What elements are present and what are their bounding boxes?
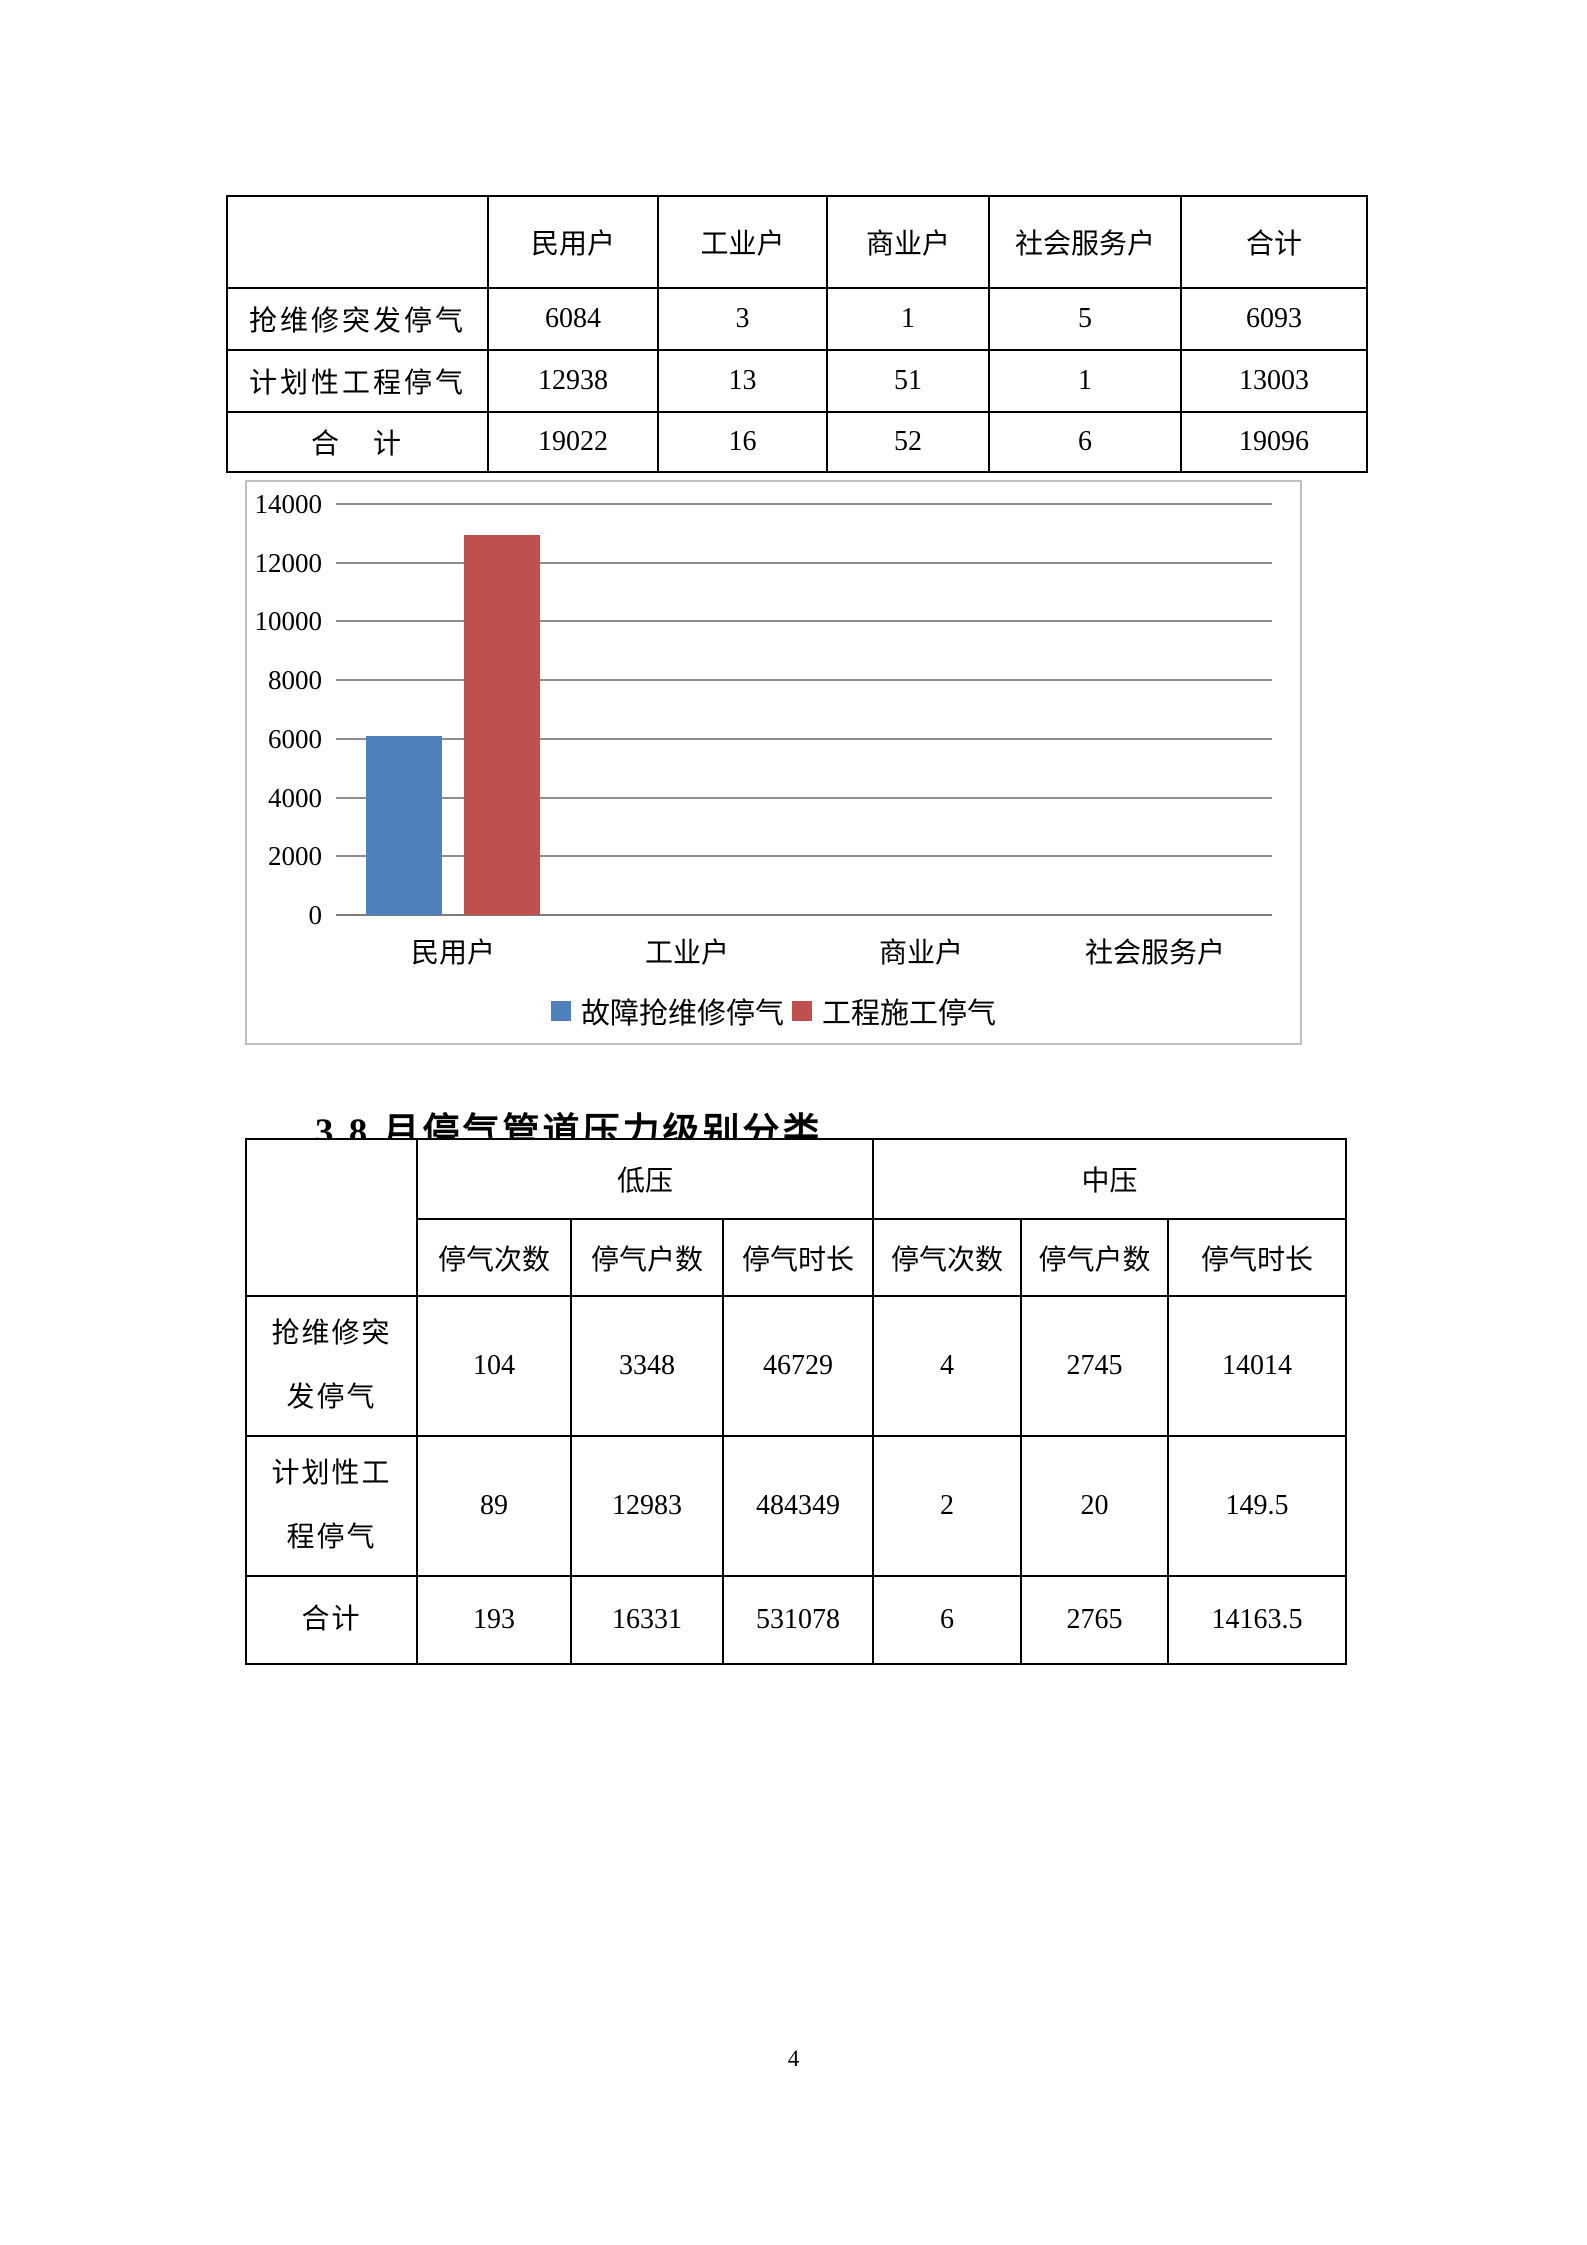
value-cell: 6 [988,411,1182,473]
legend-label: 故障抢维修停气 [580,998,784,1030]
value-cell: 6093 [1180,287,1368,351]
table-total-row: 合计 193 16331 531078 6 2765 14163.5 [245,1575,1348,1665]
column-header: 停气户数 [1020,1218,1170,1297]
column-header: 社会服务户 [988,195,1182,289]
value-cell: 20 [1020,1435,1170,1577]
column-header: 停气时长 [1167,1218,1348,1297]
value-cell: 19096 [1180,411,1368,473]
gridline [336,797,1272,799]
value-cell: 12938 [487,349,659,413]
value-cell: 2765 [1020,1575,1170,1665]
column-header: 工业户 [657,195,828,289]
value-cell: 2 [872,1435,1023,1577]
value-cell: 3 [657,287,828,351]
legend-item: 工程施工停气 [792,990,996,1032]
value-cell: 1 [826,287,990,351]
value-cell: 19022 [487,411,659,473]
row-label-cell: 合计 [245,1575,418,1665]
legend-item: 故障抢维修停气 [550,990,784,1032]
y-axis-tick-label: 0 [308,900,323,930]
y-axis-tick-label: 2000 [268,841,322,871]
table-group-header-row: 低压 中压 [245,1138,1348,1297]
column-header: 商业户 [826,195,990,289]
column-header: 合计 [1180,195,1368,289]
gridline [336,855,1272,857]
group-header-medium-pressure: 中压 [872,1138,1348,1220]
row-label-cell: 抢维修突发停气 [226,287,489,351]
row-label-cell: 计划性工程停气 [226,349,489,413]
value-cell: 531078 [721,1575,875,1665]
value-cell: 1 [988,349,1182,413]
gridline [336,562,1272,564]
y-axis-tick-label: 10000 [254,606,323,636]
value-cell: 6 [872,1575,1023,1665]
bar-chart: 0 2000 4000 6000 8000 10000 12000 14000 民用户 工业户 商业… [245,480,1302,1045]
value-cell: 89 [416,1435,572,1577]
gridline [336,679,1272,681]
value-cell: 12983 [570,1435,724,1577]
row-label-cell: 计划性工程停气 [245,1435,418,1577]
value-cell: 52 [826,411,990,473]
legend-swatch-icon [550,1001,571,1021]
table-header-row: 民用户 工业户 商业户 社会服务户 合计 [226,195,1368,289]
row-label-cell: 合 计 [226,411,489,473]
value-cell: 13003 [1180,349,1368,413]
gridline [336,503,1272,505]
corner-cell [226,195,489,289]
corner-cell [245,1138,418,1297]
bar-工程施工停气 [464,535,540,915]
table-row: 抢维修突发停气 104 3348 46729 4 2745 14014 [245,1295,1348,1437]
x-axis-category-label: 商业户 [878,938,963,969]
x-axis-line [336,914,1272,916]
table-subheader-row: 停气次数 停气户数 停气时长 停气次数 停气户数 停气时长 [246,1218,1348,1297]
value-cell: 6084 [487,287,659,351]
row-label-cell: 抢维修突发停气 [245,1295,418,1437]
value-cell: 193 [416,1575,572,1665]
value-cell: 16331 [570,1575,724,1665]
value-cell: 14014 [1167,1295,1348,1437]
legend-swatch-icon [792,1001,812,1021]
value-cell: 484349 [721,1435,875,1577]
gridline [336,620,1272,622]
table-outage-by-pressure-level: 低压 中压 停气次数 停气户数 停气时长 停气次数 停气户数 停气时长 抢维修突… [245,1138,1348,1665]
x-axis-category-label: 社会服务户 [1084,938,1225,969]
table-row: 计划性工程停气 12938 13 51 1 13003 [226,349,1368,413]
legend-label: 工程施工停气 [822,998,997,1030]
value-cell: 4 [872,1295,1023,1437]
y-axis-tick-label: 4000 [268,783,322,813]
chart-legend: 故障抢维修停气 工程施工停气 [247,990,1300,1032]
column-header: 停气户数 [570,1218,724,1297]
value-cell: 46729 [721,1295,875,1437]
column-header: 停气次数 [416,1218,572,1297]
group-header-low-pressure: 低压 [415,1138,875,1220]
column-header: 停气次数 [872,1218,1023,1297]
x-axis-category-label: 民用户 [410,938,495,969]
gridline [336,738,1272,740]
value-cell: 2745 [1020,1295,1170,1437]
table-total-row: 合 计 19022 16 52 6 19096 [226,411,1368,473]
table-row: 计划性工程停气 89 12983 484349 2 20 149.5 [245,1435,1348,1577]
column-header: 民用户 [487,195,659,289]
value-cell: 51 [826,349,990,413]
y-axis-tick-label: 8000 [268,665,322,695]
page-number: 4 [787,2046,800,2071]
value-cell: 3348 [570,1295,724,1437]
value-cell: 149.5 [1167,1435,1348,1577]
x-axis-category-label: 工业户 [644,938,729,969]
value-cell: 104 [416,1295,572,1437]
y-axis-tick-label: 14000 [254,489,323,519]
bar-故障抢维修停气 [366,736,442,915]
value-cell: 14163.5 [1167,1575,1348,1665]
table-row: 抢维修突发停气 6084 3 1 5 6093 [226,287,1368,351]
value-cell: 5 [988,287,1182,351]
column-header: 停气时长 [721,1218,875,1297]
value-cell: 16 [657,411,828,473]
y-axis-tick-label: 6000 [268,724,322,754]
table-outage-by-user-type: 民用户 工业户 商业户 社会服务户 合计 抢维修突发停气 6084 3 1 5 … [226,195,1368,473]
value-cell: 13 [657,349,828,413]
y-axis-tick-label: 12000 [254,548,323,578]
